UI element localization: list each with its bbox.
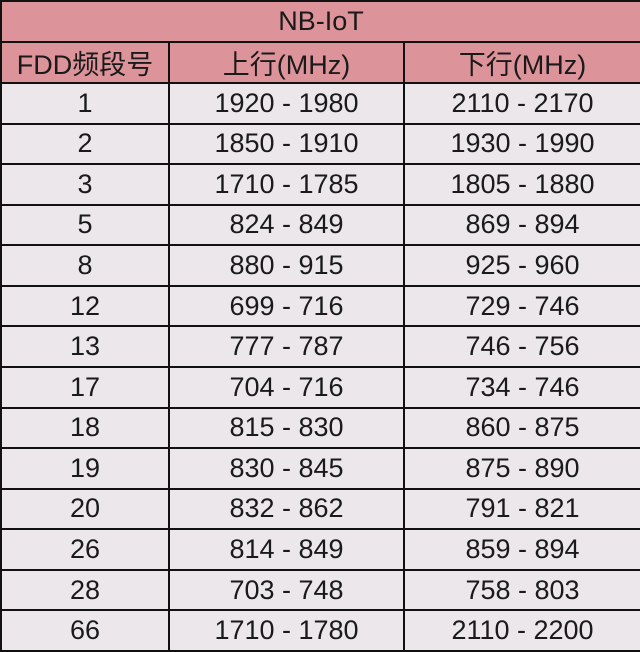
- table-row: 2 1850 - 1910 1930 - 1990: [0, 122, 640, 166]
- table-row: 5 824 - 849 869 - 894: [0, 203, 640, 247]
- downlink-cell: 734 - 746: [403, 365, 640, 409]
- downlink-cell: 791 - 821: [403, 487, 640, 531]
- band-cell: 2: [0, 122, 170, 166]
- header-band-number: FDD频段号: [0, 41, 170, 84]
- downlink-cell: 2110 - 2200: [403, 609, 640, 652]
- uplink-cell: 704 - 716: [168, 365, 405, 409]
- band-cell: 18: [0, 406, 170, 450]
- downlink-cell: 746 - 756: [403, 325, 640, 368]
- uplink-cell: 1710 - 1785: [168, 163, 405, 206]
- band-cell: 3: [0, 163, 170, 206]
- band-cell: 66: [0, 609, 170, 652]
- downlink-cell: 925 - 960: [403, 244, 640, 287]
- band-cell: 19: [0, 447, 170, 490]
- band-cell: 13: [0, 325, 170, 368]
- band-cell: 1: [0, 82, 170, 125]
- downlink-cell: 1930 - 1990: [403, 122, 640, 166]
- downlink-cell: 1805 - 1880: [403, 163, 640, 206]
- uplink-cell: 880 - 915: [168, 244, 405, 287]
- table-header-row: FDD频段号 上行(MHz) 下行(MHz): [0, 41, 640, 84]
- table-row: 28 703 - 748 758 - 803: [0, 568, 640, 612]
- table-title-row: NB-IoT: [0, 0, 640, 43]
- table-row: 66 1710 - 1780 2110 - 2200: [0, 609, 640, 652]
- band-cell: 5: [0, 203, 170, 247]
- downlink-cell: 758 - 803: [403, 568, 640, 612]
- uplink-cell: 1920 - 1980: [168, 82, 405, 125]
- uplink-cell: 815 - 830: [168, 406, 405, 450]
- table-row: 12 699 - 716 729 - 746: [0, 284, 640, 328]
- uplink-cell: 703 - 748: [168, 568, 405, 612]
- band-cell: 17: [0, 365, 170, 409]
- downlink-cell: 869 - 894: [403, 203, 640, 247]
- band-cell: 26: [0, 528, 170, 571]
- uplink-cell: 830 - 845: [168, 447, 405, 490]
- header-downlink: 下行(MHz): [403, 41, 640, 84]
- table-row: 1 1920 - 1980 2110 - 2170: [0, 82, 640, 125]
- table-row: 19 830 - 845 875 - 890: [0, 447, 640, 490]
- downlink-cell: 875 - 890: [403, 447, 640, 490]
- table-row: 26 814 - 849 859 - 894: [0, 528, 640, 571]
- table-title: NB-IoT: [0, 0, 640, 43]
- band-cell: 8: [0, 244, 170, 287]
- downlink-cell: 2110 - 2170: [403, 82, 640, 125]
- table-row: 20 832 - 862 791 - 821: [0, 487, 640, 531]
- table-row: 13 777 - 787 746 - 756: [0, 325, 640, 368]
- band-cell: 28: [0, 568, 170, 612]
- table-row: 8 880 - 915 925 - 960: [0, 244, 640, 287]
- table-row: 3 1710 - 1785 1805 - 1880: [0, 163, 640, 206]
- table-row: 18 815 - 830 860 - 875: [0, 406, 640, 450]
- uplink-cell: 824 - 849: [168, 203, 405, 247]
- table-row: 17 704 - 716 734 - 746: [0, 365, 640, 409]
- band-cell: 12: [0, 284, 170, 328]
- uplink-cell: 699 - 716: [168, 284, 405, 328]
- uplink-cell: 1850 - 1910: [168, 122, 405, 166]
- header-uplink: 上行(MHz): [168, 41, 405, 84]
- uplink-cell: 1710 - 1780: [168, 609, 405, 652]
- uplink-cell: 814 - 849: [168, 528, 405, 571]
- uplink-cell: 832 - 862: [168, 487, 405, 531]
- band-cell: 20: [0, 487, 170, 531]
- uplink-cell: 777 - 787: [168, 325, 405, 368]
- downlink-cell: 860 - 875: [403, 406, 640, 450]
- downlink-cell: 729 - 746: [403, 284, 640, 328]
- downlink-cell: 859 - 894: [403, 528, 640, 571]
